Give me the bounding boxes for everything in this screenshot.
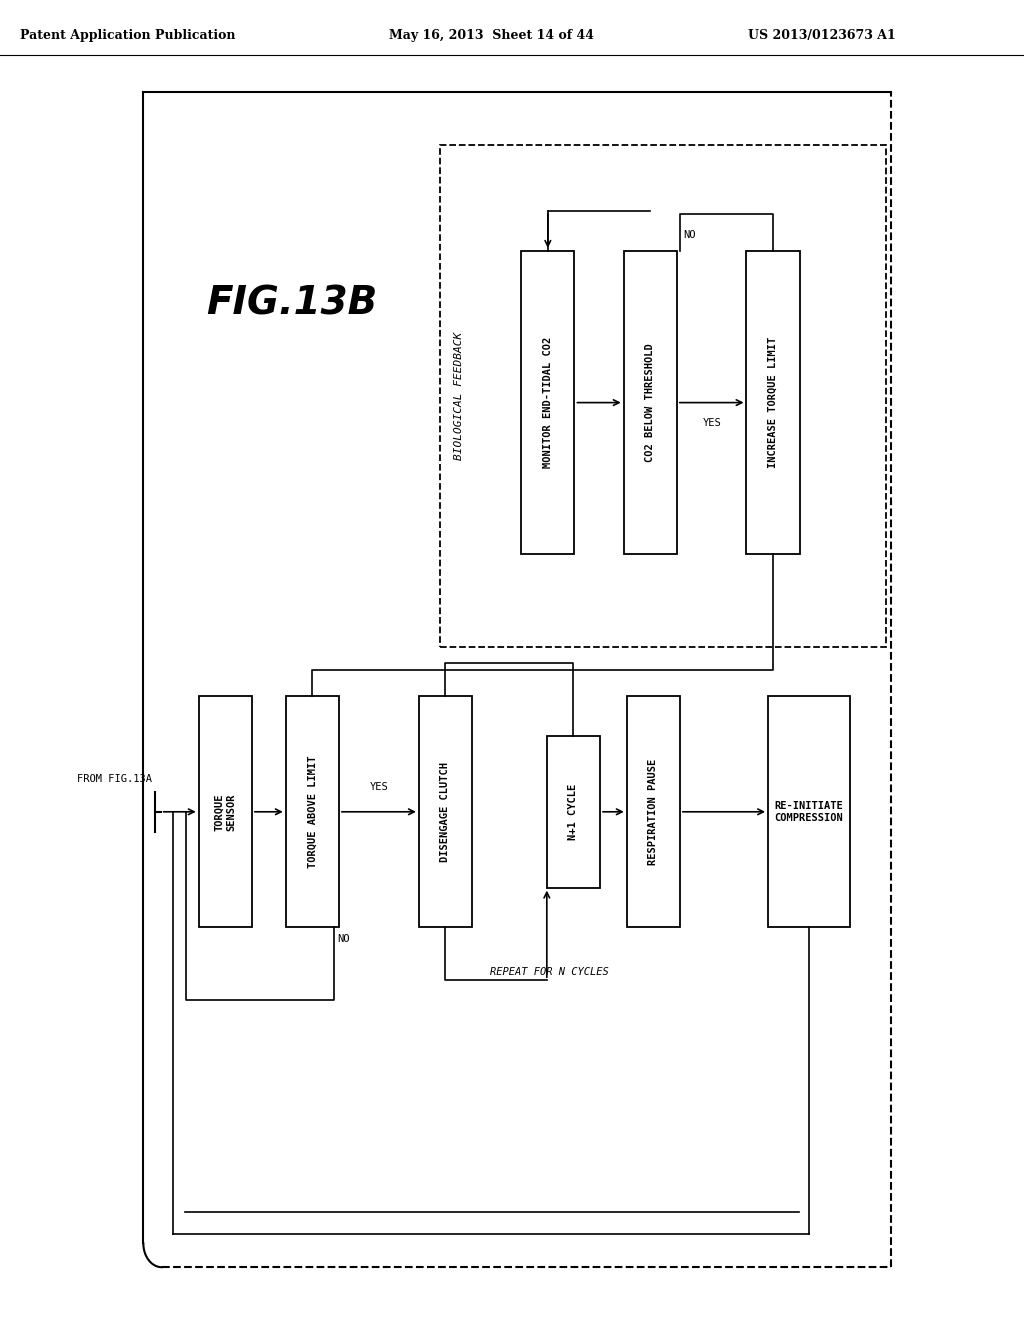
Text: RE-INITIATE
COMPRESSION: RE-INITIATE COMPRESSION xyxy=(774,801,844,822)
Bar xyxy=(746,251,800,554)
Bar xyxy=(286,697,339,927)
Text: NO: NO xyxy=(683,230,695,240)
Bar xyxy=(521,251,574,554)
Bar xyxy=(547,737,600,887)
Text: YES: YES xyxy=(370,781,388,792)
Text: REPEAT FOR N CYCLES: REPEAT FOR N CYCLES xyxy=(490,966,608,977)
Text: INCREASE TORQUE LIMIT: INCREASE TORQUE LIMIT xyxy=(768,337,778,469)
Bar xyxy=(199,697,252,927)
Text: FIG.13B: FIG.13B xyxy=(206,285,378,322)
Text: N+1 CYCLE: N+1 CYCLE xyxy=(568,784,579,840)
Bar xyxy=(768,697,850,927)
Text: CO2 BELOW THRESHOLD: CO2 BELOW THRESHOLD xyxy=(645,343,655,462)
Text: May 16, 2013  Sheet 14 of 44: May 16, 2013 Sheet 14 of 44 xyxy=(389,29,594,42)
Text: RESPIRATION PAUSE: RESPIRATION PAUSE xyxy=(648,759,658,865)
Text: TORQUE
SENSOR: TORQUE SENSOR xyxy=(214,793,237,830)
Text: FROM FIG.13A: FROM FIG.13A xyxy=(77,774,152,784)
Text: Patent Application Publication: Patent Application Publication xyxy=(20,29,236,42)
Bar xyxy=(627,697,680,927)
Text: BIOLOGICAL FEEDBACK: BIOLOGICAL FEEDBACK xyxy=(454,331,464,461)
Bar xyxy=(419,697,472,927)
Text: NO: NO xyxy=(337,935,349,944)
Bar xyxy=(440,145,886,647)
Text: MONITOR END-TIDAL CO2: MONITOR END-TIDAL CO2 xyxy=(543,337,553,469)
Text: TORQUE ABOVE LIMIT: TORQUE ABOVE LIMIT xyxy=(307,755,317,869)
Text: DISENGAGE CLUTCH: DISENGAGE CLUTCH xyxy=(440,762,451,862)
Bar xyxy=(624,251,677,554)
Text: US 2013/0123673 A1: US 2013/0123673 A1 xyxy=(748,29,895,42)
Text: YES: YES xyxy=(702,418,721,429)
